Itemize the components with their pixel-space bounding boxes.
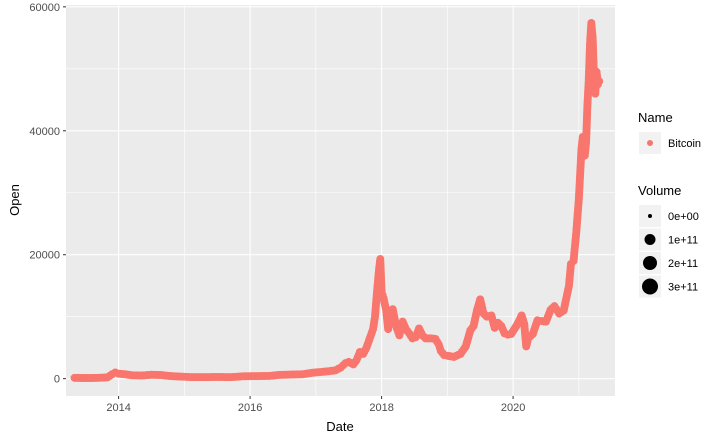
legend-volume-label: 0e+00 bbox=[668, 211, 699, 223]
x-tick-label: 2020 bbox=[501, 402, 525, 414]
legend-volume-swatch bbox=[642, 278, 658, 295]
legend-volume-swatch bbox=[644, 234, 656, 245]
y-tick-label: 40000 bbox=[29, 126, 60, 138]
legend-volume-title: Volume bbox=[638, 183, 681, 198]
legend-bitcoin-label: Bitcoin bbox=[668, 138, 701, 150]
x-tick-label: 2016 bbox=[238, 402, 262, 414]
x-axis: 2014 2016 2018 2020 bbox=[106, 396, 525, 414]
data-point bbox=[595, 77, 604, 86]
y-axis-title: Open bbox=[7, 184, 22, 216]
legend-name-title: Name bbox=[638, 110, 673, 125]
y-axis: 0 20000 40000 60000 bbox=[29, 2, 66, 386]
legend-volume-label: 2e+11 bbox=[668, 258, 698, 270]
x-tick-label: 2018 bbox=[369, 402, 393, 414]
y-tick-label: 0 bbox=[54, 374, 60, 386]
legend-volume-swatch bbox=[643, 256, 657, 270]
legend-volume-swatch bbox=[648, 214, 652, 218]
legend-volume-label: 3e+11 bbox=[668, 282, 698, 294]
legend: Name Bitcoin Volume 0e+00 1e+11 2e+11 3e+11 bbox=[638, 110, 701, 298]
y-tick-label: 20000 bbox=[29, 250, 60, 262]
legend-bitcoin-swatch bbox=[647, 140, 653, 146]
x-axis-title: Date bbox=[326, 419, 353, 434]
y-tick-label: 60000 bbox=[29, 2, 60, 14]
legend-volume-label: 1e+11 bbox=[668, 235, 698, 247]
data-points bbox=[70, 18, 604, 383]
legend-name-items: Bitcoin bbox=[639, 132, 701, 154]
minor-grid bbox=[66, 5, 615, 396]
x-tick-label: 2014 bbox=[106, 402, 130, 414]
legend-volume-items: 0e+00 1e+11 2e+11 3e+11 bbox=[639, 205, 699, 298]
